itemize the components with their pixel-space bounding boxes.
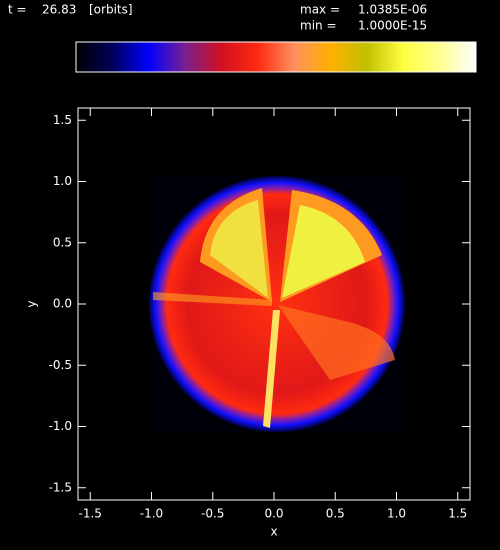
y-tick-label: 1.0 xyxy=(53,174,72,188)
y-tick-label: 0.0 xyxy=(53,297,72,311)
lower-right-lobe xyxy=(278,305,395,380)
x-tick-label: -1.0 xyxy=(140,507,163,521)
disk xyxy=(149,176,405,432)
time-value: 26.83 xyxy=(42,3,76,17)
y-tick-label: -0.5 xyxy=(49,358,72,372)
y-axis-label: y xyxy=(25,300,39,307)
y-tick-label: 1.5 xyxy=(53,113,72,127)
x-tick-label: -1.5 xyxy=(79,507,102,521)
time-unit: [orbits] xyxy=(89,3,133,17)
upper-left-core xyxy=(210,200,268,298)
x-axis-label: x xyxy=(270,525,277,539)
time-label: t = xyxy=(8,3,27,17)
upper-right-core xyxy=(282,205,365,298)
min-label: min = xyxy=(300,19,337,33)
x-tick-label: -0.5 xyxy=(201,507,224,521)
max-label: max = xyxy=(300,3,340,17)
x-tick-label: 0.5 xyxy=(326,507,345,521)
y-tick-label: -1.5 xyxy=(49,480,72,494)
x-tick-label: 1.0 xyxy=(387,507,406,521)
max-value: 1.0385E-06 xyxy=(358,3,427,17)
y-tick-label: -1.0 xyxy=(49,419,72,433)
streak xyxy=(263,310,280,428)
min-value: 1.0000E-15 xyxy=(358,19,427,33)
y-tick-label: 0.5 xyxy=(53,235,72,249)
x-tick-label: 1.5 xyxy=(448,507,467,521)
horizontal-band xyxy=(153,292,272,306)
x-tick-label: 0.0 xyxy=(264,507,283,521)
colorbar xyxy=(75,41,477,73)
image xyxy=(149,176,405,432)
